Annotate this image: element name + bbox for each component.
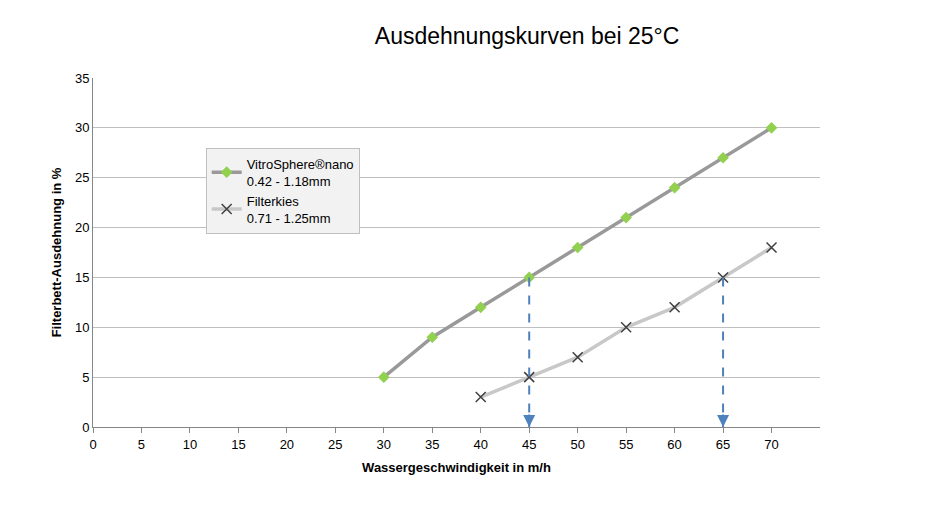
svg-text:40: 40: [473, 437, 487, 452]
svg-text:20: 20: [75, 220, 89, 235]
svg-text:15: 15: [231, 437, 245, 452]
svg-text:15: 15: [75, 270, 89, 285]
svg-text:Ausdehnungskurven bei 25°C: Ausdehnungskurven bei 25°C: [375, 23, 680, 49]
svg-text:20: 20: [280, 437, 294, 452]
svg-text:10: 10: [75, 320, 89, 335]
svg-text:45: 45: [522, 437, 536, 452]
svg-text:0: 0: [82, 420, 89, 435]
svg-text:10: 10: [183, 437, 197, 452]
svg-text:35: 35: [425, 437, 439, 452]
svg-text:25: 25: [328, 437, 342, 452]
svg-text:30: 30: [377, 437, 391, 452]
svg-text:35: 35: [75, 71, 89, 86]
svg-text:25: 25: [75, 170, 89, 185]
svg-text:Filterbett-Ausdehnung in %: Filterbett-Ausdehnung in %: [49, 167, 64, 337]
svg-text:5: 5: [138, 437, 145, 452]
svg-text:70: 70: [764, 437, 778, 452]
svg-text:55: 55: [619, 437, 633, 452]
svg-text:30: 30: [75, 120, 89, 135]
svg-text:VitroSphere®nano0.42 - 1.18mm: VitroSphere®nano0.42 - 1.18mm: [247, 157, 354, 189]
svg-text:0: 0: [89, 437, 96, 452]
svg-text:Filterkies0.71 - 1.25mm: Filterkies0.71 - 1.25mm: [247, 194, 331, 226]
svg-text:65: 65: [716, 437, 730, 452]
svg-text:5: 5: [82, 370, 89, 385]
svg-text:Wassergeschwindigkeit in m/h: Wassergeschwindigkeit in m/h: [362, 460, 551, 475]
svg-text:60: 60: [667, 437, 681, 452]
svg-text:50: 50: [570, 437, 584, 452]
